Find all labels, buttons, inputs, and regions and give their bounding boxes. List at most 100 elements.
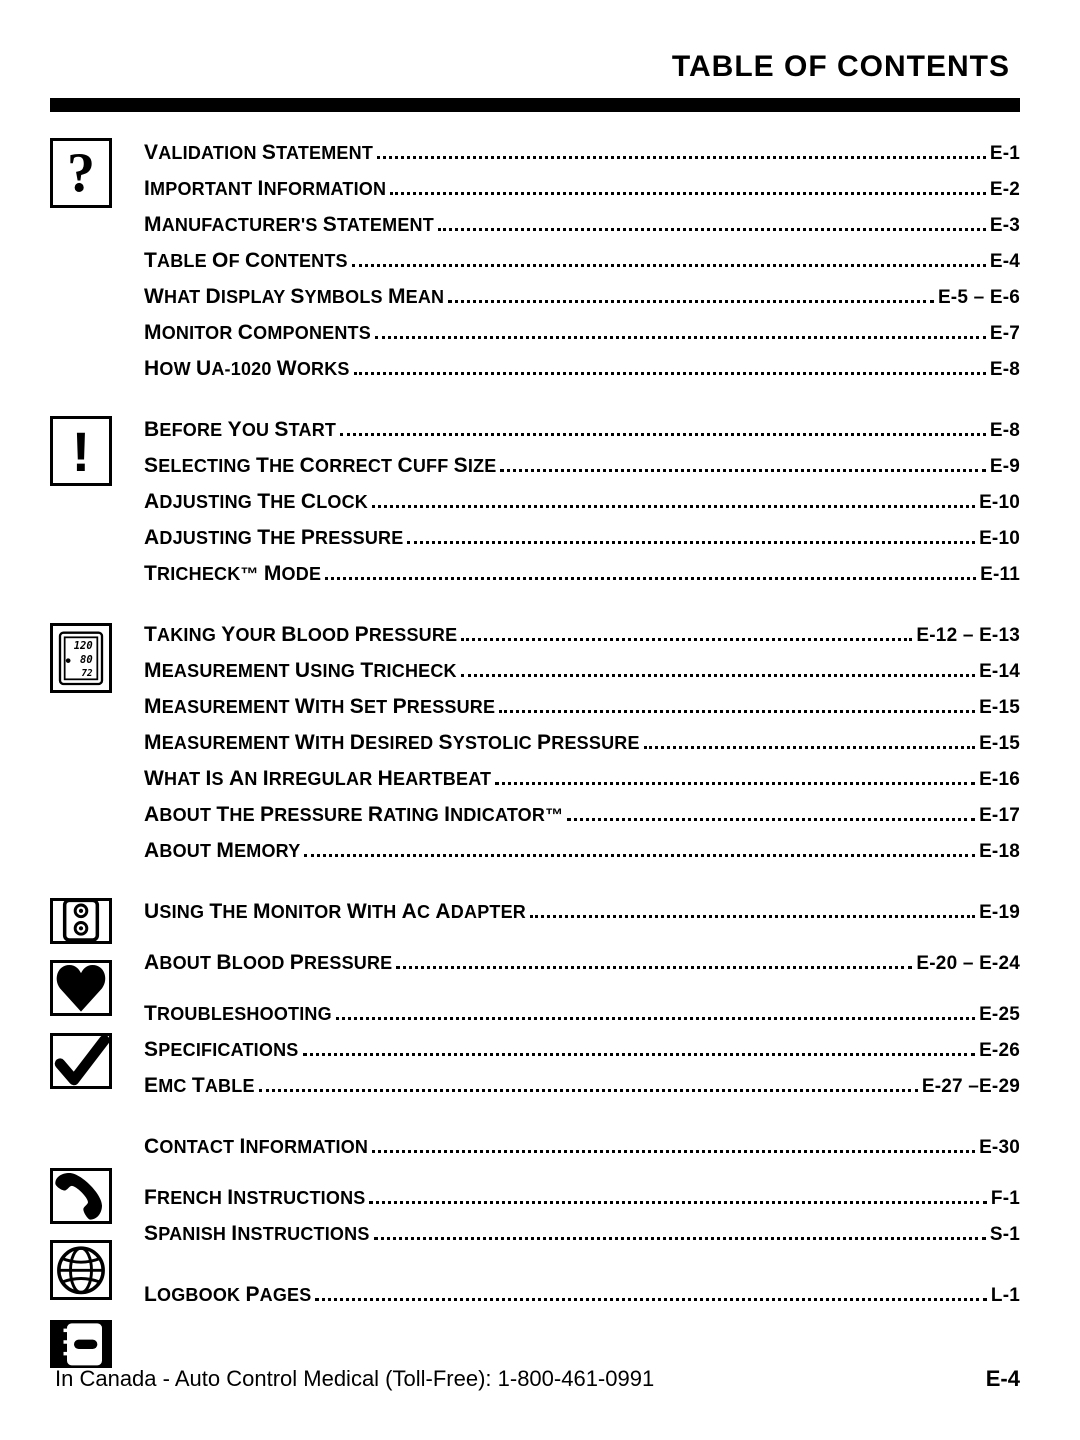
leader-dots — [500, 458, 985, 472]
leader-dots — [377, 145, 986, 159]
toc-label: ABOUT MEMORY — [144, 840, 300, 861]
leader-dots — [448, 289, 934, 303]
toc-page: E-16 — [979, 770, 1020, 789]
leader-dots — [303, 1042, 976, 1056]
leader-dots — [315, 1287, 986, 1301]
toc-group: VALIDATION STATEMENT E-1 IMPORTANT INFORMA… — [144, 142, 1020, 379]
toc-label: IMPORTANT INFORMATION — [144, 178, 386, 199]
toc-page: E-18 — [979, 842, 1020, 861]
leader-dots — [352, 253, 986, 267]
toc-page: E-8 — [990, 360, 1020, 379]
leader-dots — [259, 1078, 918, 1092]
leader-dots — [644, 735, 975, 749]
toc-group: BEFORE YOU START E-8 SELECTING THE CORRECT… — [144, 419, 1020, 584]
toc-content: ?!1208072 VALIDATION STATEMENTE-1IMPORTA… — [50, 138, 1020, 1335]
toc-label: HOW UA-1020 WORKS — [144, 358, 350, 379]
toc-group: ABOUT BLOOD PRESSURE E-20 – E-24 — [144, 952, 1020, 973]
title-rule — [50, 98, 1020, 112]
toc-row: MEASUREMENT WITH SET PRESSURE E-15 — [144, 696, 1020, 717]
toc-label: ABOUT THE PRESSURE RATING INDICATOR™ — [144, 804, 563, 825]
toc-label: BEFORE YOU START — [144, 419, 336, 440]
toc-page: E-11 — [980, 565, 1020, 584]
toc-page: E-20 – E-24 — [916, 954, 1020, 973]
toc-label: WHAT DISPLAY SYMBOLS MEAN — [144, 286, 444, 307]
toc-label: ABOUT BLOOD PRESSURE — [144, 952, 392, 973]
monitor-icon: 1208072 — [50, 623, 112, 693]
toc-page: E-8 — [990, 421, 1020, 440]
toc-row: WHAT DISPLAY SYMBOLS MEANE-5 – E-6 — [144, 286, 1020, 307]
toc-group: TROUBLESHOOTINGE-25SPECIFICATIONSE-26EMC… — [144, 1003, 1020, 1096]
leader-dots — [407, 530, 975, 544]
toc-row: TROUBLESHOOTINGE-25 — [144, 1003, 1020, 1024]
toc-row: TABLE OF CONTENTSE-4 — [144, 250, 1020, 271]
leader-dots — [438, 217, 986, 231]
toc-row: ABOUT BLOOD PRESSURE E-20 – E-24 — [144, 952, 1020, 973]
check-icon — [50, 1033, 112, 1089]
toc-group: FRENCH INSTRUCTIONS F-1 SPANISH INSTRUCTIO… — [144, 1187, 1020, 1244]
plug-icon — [50, 898, 112, 944]
leader-dots — [530, 904, 975, 918]
toc-row: WHAT IS AN IRREGULAR HEARTBEAT E-16 — [144, 768, 1020, 789]
leader-dots — [354, 361, 986, 375]
toc-page: E-25 — [979, 1005, 1020, 1024]
toc-page: E-4 — [990, 252, 1020, 271]
toc-page: E-7 — [990, 324, 1020, 343]
toc-label: MEASUREMENT USING TRICHECK — [144, 660, 457, 681]
leader-dots — [372, 1139, 975, 1153]
toc-page: E-10 — [979, 529, 1020, 548]
toc-label: FRENCH INSTRUCTIONS — [144, 1187, 365, 1208]
leader-dots — [372, 494, 975, 508]
icon-column: ?!1208072 — [50, 138, 122, 1335]
toc-row: VALIDATION STATEMENT E-1 — [144, 142, 1020, 163]
toc-page: F-1 — [991, 1189, 1020, 1208]
toc-row: BEFORE YOU START E-8 — [144, 419, 1020, 440]
leader-dots — [325, 566, 976, 580]
leader-dots — [390, 181, 986, 195]
leader-dots — [499, 699, 975, 713]
toc-label: MEASUREMENT WITH DESIRED SYSTOLIC PRESSU… — [144, 732, 640, 753]
toc-row: HOW UA-1020 WORKS E-8 — [144, 358, 1020, 379]
question-icon: ? — [50, 138, 112, 208]
toc-page: E-1 — [990, 144, 1020, 163]
toc-row: USING THE MONITOR WITH AC ADAPTERE-19 — [144, 901, 1020, 922]
toc-page: E-30 — [979, 1138, 1020, 1157]
toc-row: SPANISH INSTRUCTIONSS-1 — [144, 1223, 1020, 1244]
toc-group: CONTACT INFORMATION E-30 — [144, 1136, 1020, 1157]
toc-label: SPANISH INSTRUCTIONS — [144, 1223, 370, 1244]
toc-page: E-14 — [979, 662, 1020, 681]
toc-column: VALIDATION STATEMENT E-1 IMPORTANT INFORMA… — [144, 138, 1020, 1335]
toc-page: E-19 — [979, 903, 1020, 922]
toc-page: E-2 — [990, 180, 1020, 199]
toc-row: MEASUREMENT WITH DESIRED SYSTOLIC PRESSU… — [144, 732, 1020, 753]
toc-label: ADJUSTING THE PRESSURE — [144, 527, 403, 548]
toc-label: SELECTING THE CORRECT CUFF SIZE — [144, 455, 496, 476]
toc-page: E-9 — [990, 457, 1020, 476]
toc-group: LOGBOOK PAGESL-1 — [144, 1284, 1020, 1305]
leader-dots — [461, 663, 975, 677]
svg-text:120: 120 — [74, 640, 93, 652]
leader-dots — [375, 325, 986, 339]
toc-page: E-17 — [979, 806, 1020, 825]
toc-group: TAKING YOUR BLOOD PRESSUREE-12 – E-13MEA… — [144, 624, 1020, 861]
toc-label: VALIDATION STATEMENT — [144, 142, 373, 163]
page-title: TABLE OF CONTENTS — [50, 50, 1020, 84]
svg-text:80: 80 — [80, 654, 93, 666]
footer: In Canada - Auto Control Medical (Toll-F… — [55, 1366, 1020, 1392]
leader-dots — [567, 807, 975, 821]
toc-page: E-15 — [979, 698, 1020, 717]
toc-label: MONITOR COMPONENTS — [144, 322, 371, 343]
toc-label: MANUFACTURER'S STATEMENT — [144, 214, 434, 235]
footer-contact: In Canada - Auto Control Medical (Toll-F… — [55, 1366, 654, 1392]
toc-row: TRICHECK™ MODE E-11 — [144, 563, 1020, 584]
toc-label: SPECIFICATIONS — [144, 1039, 299, 1060]
toc-row: EMC TABLEE-27 –E-29 — [144, 1075, 1020, 1096]
toc-label: TAKING YOUR BLOOD PRESSURE — [144, 624, 457, 645]
toc-row: ADJUSTING THE CLOCKE-10 — [144, 491, 1020, 512]
toc-row: MANUFACTURER'S STATEMENTE-3 — [144, 214, 1020, 235]
toc-label: CONTACT INFORMATION — [144, 1136, 368, 1157]
leader-dots — [461, 627, 912, 641]
toc-label: WHAT IS AN IRREGULAR HEARTBEAT — [144, 768, 491, 789]
toc-label: MEASUREMENT WITH SET PRESSURE — [144, 696, 495, 717]
heart-icon — [50, 960, 112, 1016]
toc-label: TRICHECK™ MODE — [144, 563, 321, 584]
